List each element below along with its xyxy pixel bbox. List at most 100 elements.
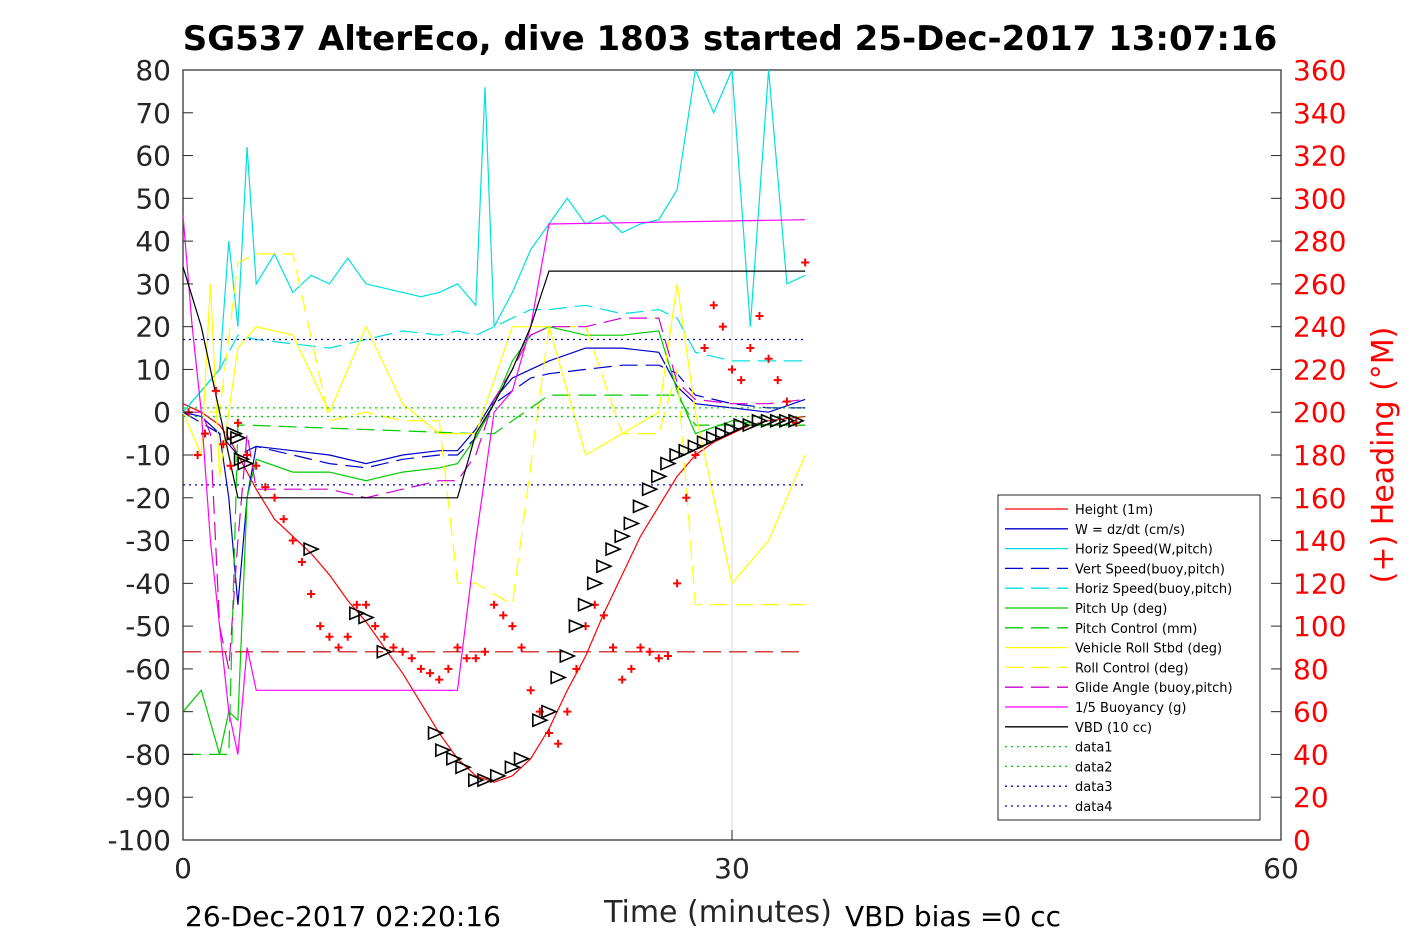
dive-marker — [230, 430, 247, 446]
dive-marker — [751, 413, 769, 428]
heading-point — [362, 600, 370, 609]
series-line-roll_ctrl — [183, 253, 806, 606]
dive-marker — [623, 516, 641, 531]
heading-point — [325, 632, 334, 641]
right-y-ticks: 3603403203002802602402202001801601401201… — [1271, 54, 1346, 857]
dive-marker — [596, 559, 613, 574]
dive-marker — [541, 704, 559, 719]
y-right-tick-label: 160 — [1293, 482, 1346, 515]
dive-marker — [577, 597, 595, 612]
y-right-tick-label: 40 — [1293, 738, 1329, 771]
series-line-vspeed_b — [182, 364, 806, 469]
heading-point — [554, 739, 563, 748]
dive-marker — [532, 713, 549, 728]
y-tick-label: -80 — [125, 738, 171, 771]
heading-point — [307, 590, 316, 599]
dive-marker — [376, 644, 394, 659]
heading-point — [334, 643, 343, 652]
y-tick-label: 80 — [135, 54, 171, 87]
heading-point — [682, 493, 691, 502]
heading-point — [316, 622, 325, 631]
heading-point — [609, 643, 618, 652]
legend-label: Roll Control (deg) — [1075, 661, 1189, 676]
heading-point — [243, 451, 252, 459]
dive-marker — [650, 469, 668, 484]
y-right-tick-label: 340 — [1293, 97, 1346, 130]
y-tick-label: -60 — [125, 653, 171, 686]
heading-point — [380, 632, 389, 641]
y-tick-label: -10 — [125, 439, 171, 472]
dive-marker — [605, 541, 623, 557]
heading-point — [636, 643, 645, 652]
x-tick-label: 30 — [714, 852, 750, 885]
dive-marker — [349, 606, 366, 621]
dive-marker — [237, 456, 255, 471]
heading-point — [673, 579, 682, 588]
y-tick-label: -50 — [125, 610, 171, 643]
heading-point — [700, 344, 709, 353]
y-right-tick-label: 100 — [1293, 610, 1346, 643]
heading-point — [599, 611, 608, 620]
dive-marker — [477, 772, 494, 788]
dive-marker — [358, 610, 376, 625]
heading-point — [462, 654, 471, 663]
dive-marker — [760, 413, 778, 428]
dive-marker — [678, 443, 696, 458]
heading-point — [517, 643, 526, 652]
footer-vbd-bias: VBD bias =0 cc — [845, 900, 1061, 933]
heading-point — [261, 483, 270, 492]
y-tick-label: -20 — [125, 482, 171, 515]
y-right-tick-label: 120 — [1293, 567, 1346, 600]
heading-point — [618, 675, 627, 684]
series-line-pitch_up — [182, 326, 806, 755]
x-ticks: 0 30 60 — [174, 830, 1299, 885]
y-right-tick-label: 320 — [1293, 140, 1346, 173]
x-tick-label: 60 — [1263, 852, 1299, 885]
dive-marker — [724, 422, 742, 437]
legend-label: data3 — [1075, 780, 1113, 795]
heading-point — [426, 669, 435, 678]
y-tick-label: -40 — [125, 567, 171, 600]
dive-marker — [550, 670, 568, 685]
heading-point — [764, 354, 773, 363]
heading-point — [654, 654, 663, 663]
y-right-tick-label: 280 — [1293, 225, 1346, 258]
heading-point — [627, 664, 636, 673]
y-right-tick-label: 360 — [1293, 54, 1346, 87]
heading-point — [279, 515, 288, 524]
dive-marker — [446, 751, 463, 766]
dive-marker — [641, 482, 659, 497]
heading-point — [211, 386, 220, 395]
y-tick-label: 50 — [135, 182, 171, 215]
right-axis-label: (+) Heading (°M) — [1366, 327, 1401, 584]
dive-marker — [687, 439, 705, 454]
legend-label: data1 — [1075, 741, 1113, 756]
heading-point — [480, 647, 489, 656]
heading-point — [782, 397, 791, 406]
legend-label: W = dz/dt (cm/s) — [1075, 523, 1185, 538]
legend-label: Horiz Speed(buoy,pitch) — [1075, 582, 1232, 597]
y-tick-label: -70 — [125, 696, 171, 729]
y-tick-label: -100 — [107, 824, 171, 857]
heading-point — [270, 493, 279, 502]
heading-point — [226, 461, 235, 470]
heading-point — [444, 664, 453, 673]
heading-point — [200, 429, 209, 438]
y-tick-label: 10 — [135, 353, 171, 386]
heading-point — [435, 675, 444, 684]
dive-marker — [669, 447, 687, 463]
y-tick-label: 40 — [135, 225, 171, 258]
dive-marker — [586, 576, 604, 591]
x-tick-label: 0 — [174, 852, 192, 885]
legend-label: Pitch Up (deg) — [1075, 602, 1167, 617]
heading-point — [737, 376, 746, 385]
dive-marker — [513, 751, 531, 766]
dive-marker — [632, 499, 650, 514]
heading-point — [219, 440, 228, 449]
y-tick-label: 20 — [135, 311, 171, 344]
heading-point — [288, 536, 297, 545]
legend-label: Vehicle Roll Stbd (deg) — [1075, 642, 1222, 657]
dive-marker — [614, 529, 632, 544]
dive-marker — [233, 452, 251, 467]
dive-marker — [427, 725, 445, 741]
